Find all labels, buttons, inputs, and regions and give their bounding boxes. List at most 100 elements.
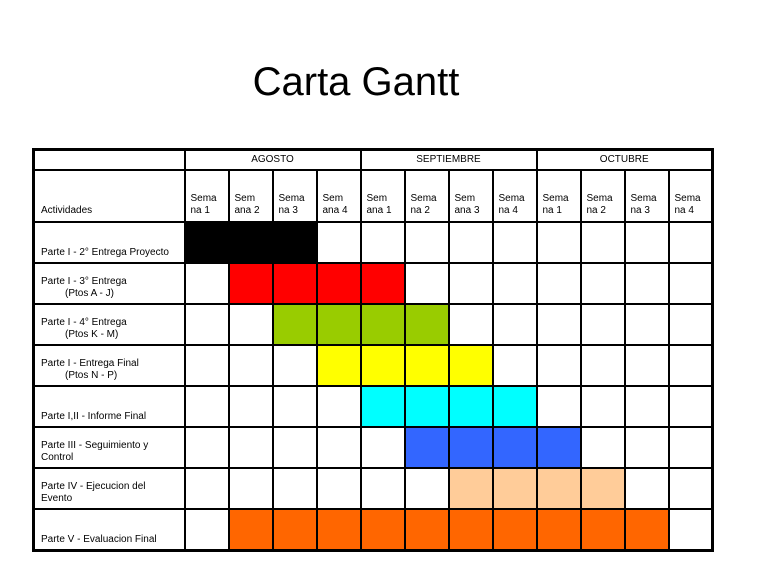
gantt-bar-cell	[315, 262, 362, 305]
gantt-bar-cell	[315, 303, 362, 346]
gantt-empty-cell	[579, 344, 626, 387]
week-header-line: Sema	[586, 193, 613, 204]
gantt-empty-cell	[315, 467, 362, 510]
gantt-bar-cell	[447, 467, 494, 510]
header-corner-cell	[32, 148, 186, 171]
gantt-empty-cell	[183, 303, 230, 346]
gantt-bar-cell	[447, 426, 494, 469]
gantt-empty-cell	[359, 221, 406, 264]
activity-label: Parte I - 4° Entrega (Ptos K - M)	[32, 303, 186, 346]
activity-label: Parte I - 3° Entrega (Ptos A - J)	[32, 262, 186, 305]
gantt-empty-cell	[183, 426, 230, 469]
activity-subtitle: (Ptos K - M)	[65, 329, 119, 340]
gantt-bar-cell	[491, 426, 538, 469]
gantt-empty-cell	[579, 426, 626, 469]
week-header-line: na 4	[674, 205, 694, 216]
gantt-empty-cell	[491, 344, 538, 387]
activity-row: Parte III - Seguimiento y Control	[32, 426, 714, 469]
month-header-row: AGOSTO SEPTIEMBRE OCTUBRE	[32, 148, 714, 171]
gantt-empty-cell	[315, 221, 362, 264]
gantt-empty-cell	[535, 303, 582, 346]
gantt-empty-cell	[623, 262, 670, 305]
gantt-empty-cell	[271, 426, 318, 469]
gantt-empty-cell	[227, 426, 274, 469]
gantt-empty-cell	[315, 426, 362, 469]
gantt-bar-cell	[183, 221, 230, 264]
gantt-bar-cell	[447, 508, 494, 552]
gantt-bar-cell	[359, 385, 406, 428]
gantt-bar-cell	[579, 508, 626, 552]
gantt-empty-cell	[183, 508, 230, 552]
gantt-empty-cell	[667, 262, 714, 305]
gantt-empty-cell	[183, 344, 230, 387]
week-header-line: na 3	[278, 205, 298, 216]
gantt-empty-cell	[183, 385, 230, 428]
gantt-empty-cell	[667, 344, 714, 387]
gantt-bar-cell	[491, 467, 538, 510]
gantt-bar-cell	[579, 467, 626, 510]
month-header-agosto: AGOSTO	[183, 148, 362, 171]
gantt-empty-cell	[491, 221, 538, 264]
activity-row: Parte I - 3° Entrega (Ptos A - J)	[32, 262, 714, 305]
gantt-bar-cell	[315, 344, 362, 387]
gantt-empty-cell	[667, 426, 714, 469]
activity-row: Parte IV - Ejecucion del Evento	[32, 467, 714, 510]
activity-row: Parte I - 4° Entrega (Ptos K - M)	[32, 303, 714, 346]
gantt-empty-cell	[183, 262, 230, 305]
gantt-empty-cell	[535, 221, 582, 264]
gantt-empty-cell	[271, 385, 318, 428]
gantt-bar-cell	[447, 385, 494, 428]
activity-name: Parte V - Evaluacion Final	[41, 534, 157, 545]
gantt-bar-cell	[271, 262, 318, 305]
week-header-line: Sema	[674, 193, 701, 204]
page-title: Carta Gantt	[252, 60, 460, 104]
gantt-empty-cell	[403, 467, 450, 510]
gantt-bar-cell	[315, 508, 362, 552]
activity-subtitle: Evento	[41, 493, 73, 504]
gantt-empty-cell	[667, 303, 714, 346]
week-header-line: Sem	[234, 193, 256, 204]
activity-subtitle: Control	[41, 452, 74, 463]
gantt-bar-cell	[535, 467, 582, 510]
gantt-bar-cell	[359, 303, 406, 346]
gantt-empty-cell	[623, 467, 670, 510]
gantt-empty-cell	[667, 221, 714, 264]
activities-header: Actividades	[32, 169, 186, 223]
gantt-bar-cell	[447, 344, 494, 387]
gantt-empty-cell	[227, 467, 274, 510]
gantt-empty-cell	[183, 467, 230, 510]
gantt-bar-cell	[403, 385, 450, 428]
activity-label: Parte III - Seguimiento y Control	[32, 426, 186, 469]
week-header-line: Sema	[190, 193, 217, 204]
gantt-empty-cell	[579, 385, 626, 428]
gantt-empty-cell	[535, 262, 582, 305]
activity-name: Parte I - Entrega Final	[41, 358, 139, 369]
gantt-empty-cell	[491, 303, 538, 346]
gantt-empty-cell	[623, 344, 670, 387]
week-header-line: ana 1	[366, 205, 392, 216]
gantt-empty-cell	[667, 467, 714, 510]
week-header-line: na 1	[542, 205, 562, 216]
week-header-line: ana 3	[454, 205, 480, 216]
gantt-empty-cell	[227, 385, 274, 428]
activity-row: Parte V - Evaluacion Final	[32, 508, 714, 552]
activity-label: Parte I - Entrega Final (Ptos N - P)	[32, 344, 186, 387]
gantt-bar-cell	[359, 508, 406, 552]
gantt-empty-cell	[447, 303, 494, 346]
gantt-bar-cell	[271, 221, 318, 264]
gantt-empty-cell	[227, 344, 274, 387]
gantt-bar-cell	[491, 385, 538, 428]
gantt-empty-cell	[579, 303, 626, 346]
month-header-octubre: OCTUBRE	[535, 148, 714, 171]
week-header-line: na 2	[586, 205, 606, 216]
week-header-line: Sema	[498, 193, 525, 204]
activity-row: Parte I - Entrega Final (Ptos N - P)	[32, 344, 714, 387]
gantt-empty-cell	[359, 467, 406, 510]
activity-row: Parte I - 2° Entrega Proyecto	[32, 221, 714, 264]
